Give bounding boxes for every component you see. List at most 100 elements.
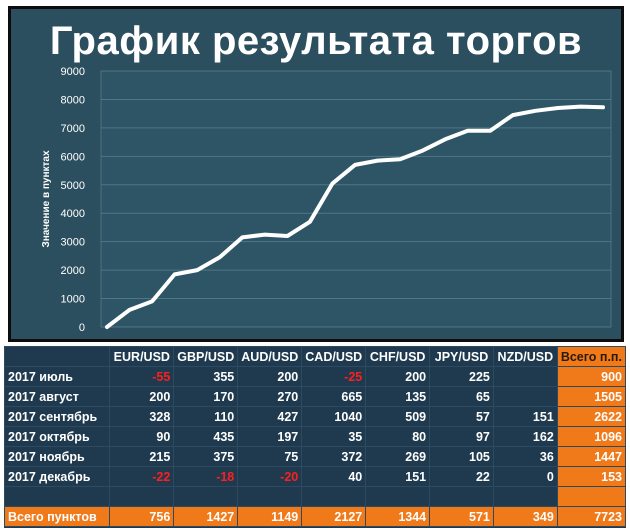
column-header: NZD/USD (492, 346, 558, 367)
table-cell: 90 (109, 426, 175, 447)
y-tick-label: 1000 (61, 294, 85, 306)
table-cell: 36 (492, 446, 558, 467)
chart-panel: График результата торгов 0 1000 2000 3000 40… (8, 6, 624, 342)
y-tick-label: 0 (79, 322, 85, 334)
y-tick-label: 9000 (61, 66, 85, 78)
line-chart: 0 1000 2000 3000 4000 5000 6000 7000 8000 9000 Зна… (41, 66, 612, 334)
table-cell (429, 486, 494, 507)
footer-cell: 349 (492, 506, 558, 527)
table-cell: 270 (237, 386, 303, 407)
table-cell: 1447 (556, 446, 627, 467)
table-cell: 153 (556, 466, 627, 487)
table-cell (492, 366, 558, 387)
results-table: EUR/USD GBP/USD AUD/USD CAD/USD CHF/USD JPY/U… (3, 346, 627, 527)
table-cell: -25 (301, 366, 367, 387)
footer-cell: 1427 (173, 506, 239, 527)
table-footer-row: Всего пунктов 756 1427 1149 2127 1344 571 349 77… (3, 506, 627, 527)
table-cell: 1505 (556, 386, 627, 407)
column-header: EUR/USD (109, 346, 175, 367)
column-header: GBP/USD (173, 346, 239, 367)
table-cell: 509 (365, 406, 431, 427)
table-cell: 375 (173, 446, 239, 467)
table-cell: 65 (429, 386, 494, 407)
footer-cell: 571 (429, 506, 494, 527)
footer-cell: 1149 (237, 506, 303, 527)
results-table-panel: EUR/USD GBP/USD AUD/USD CAD/USD CHF/USD JPY/U… (3, 346, 627, 528)
footer-cell: 2127 (301, 506, 367, 527)
table-cell (237, 486, 303, 507)
table-cell: -55 (109, 366, 175, 387)
table-cell: 151 (492, 406, 558, 427)
column-header: CHF/USD (365, 346, 431, 367)
table-cell: 151 (365, 466, 431, 487)
table-cell: 162 (492, 426, 558, 447)
column-header: JPY/USD (429, 346, 494, 367)
table-row (3, 486, 627, 507)
table-cell: 269 (365, 446, 431, 467)
column-header: Всего п.п. (556, 346, 627, 367)
footer-cell: 756 (109, 506, 175, 527)
table-cell: 215 (109, 446, 175, 467)
table-cell (556, 486, 627, 507)
row-label: 2017 август (3, 386, 111, 407)
table-row: 2017 июль -55 355 200 -25 200 225 900 (3, 366, 627, 387)
table-cell: 2622 (556, 406, 627, 427)
table-row: 2017 октябрь 90 435 197 35 80 97 162 1096 (3, 426, 627, 447)
y-axis-label: Значение в пунктах (41, 150, 52, 248)
column-header (3, 346, 111, 367)
table-row: 2017 декабрь -22 -18 -20 40 151 22 0 153 (3, 466, 627, 487)
footer-cell: 7723 (556, 506, 627, 527)
table-cell (365, 486, 431, 507)
table-cell: 22 (429, 466, 494, 487)
y-tick-label: 7000 (61, 123, 85, 135)
footer-cell: 1344 (365, 506, 431, 527)
table-cell: -22 (109, 466, 175, 487)
table-cell: 200 (109, 386, 175, 407)
y-tick-label: 8000 (61, 94, 85, 106)
table-cell (173, 486, 239, 507)
table-cell: 427 (237, 406, 303, 427)
table-cell: 435 (173, 426, 239, 447)
table-cell: 200 (365, 366, 431, 387)
footer-label: Всего пунктов (3, 506, 111, 527)
y-tick-label: 6000 (61, 151, 85, 163)
table-cell: -20 (237, 466, 303, 487)
table-cell: 170 (173, 386, 239, 407)
chart-title: График результата торгов (49, 19, 583, 63)
table-cell: 665 (301, 386, 367, 407)
row-label: 2017 декабрь (3, 466, 111, 487)
row-label (3, 486, 111, 507)
table-cell: 372 (301, 446, 367, 467)
y-tick-label: 5000 (61, 180, 85, 192)
table-cell: 355 (173, 366, 239, 387)
table-cell: 197 (237, 426, 303, 447)
table-cell: 328 (109, 406, 175, 427)
y-tick-label: 3000 (61, 237, 85, 249)
table-cell: 57 (429, 406, 494, 427)
row-label: 2017 июль (3, 366, 111, 387)
table-cell: 1096 (556, 426, 627, 447)
table-cell (492, 486, 558, 507)
table-cell (492, 386, 558, 407)
table-row: 2017 ноябрь 215 375 75 372 269 105 36 1447 (3, 446, 627, 467)
table-cell: 97 (429, 426, 494, 447)
table-cell: 0 (492, 466, 558, 487)
table-cell: 200 (237, 366, 303, 387)
table-cell: 35 (301, 426, 367, 447)
table-row: 2017 август 200 170 270 665 135 65 1505 (3, 386, 627, 407)
table-cell: 225 (429, 366, 494, 387)
table-cell: 75 (237, 446, 303, 467)
table-cell: 900 (556, 366, 627, 387)
row-label: 2017 октябрь (3, 426, 111, 447)
table-cell: 110 (173, 406, 239, 427)
column-header: AUD/USD (237, 346, 303, 367)
table-row: 2017 сентябрь 328 110 427 1040 509 57 151 2622 (3, 406, 627, 427)
table-cell (109, 486, 175, 507)
row-label: 2017 ноябрь (3, 446, 111, 467)
table-cell (301, 486, 367, 507)
table-cell: 135 (365, 386, 431, 407)
table-header-row: EUR/USD GBP/USD AUD/USD CAD/USD CHF/USD JPY/U… (3, 346, 627, 367)
y-tick-label: 4000 (61, 208, 85, 220)
y-tick-label: 2000 (61, 265, 85, 277)
column-header: CAD/USD (301, 346, 367, 367)
